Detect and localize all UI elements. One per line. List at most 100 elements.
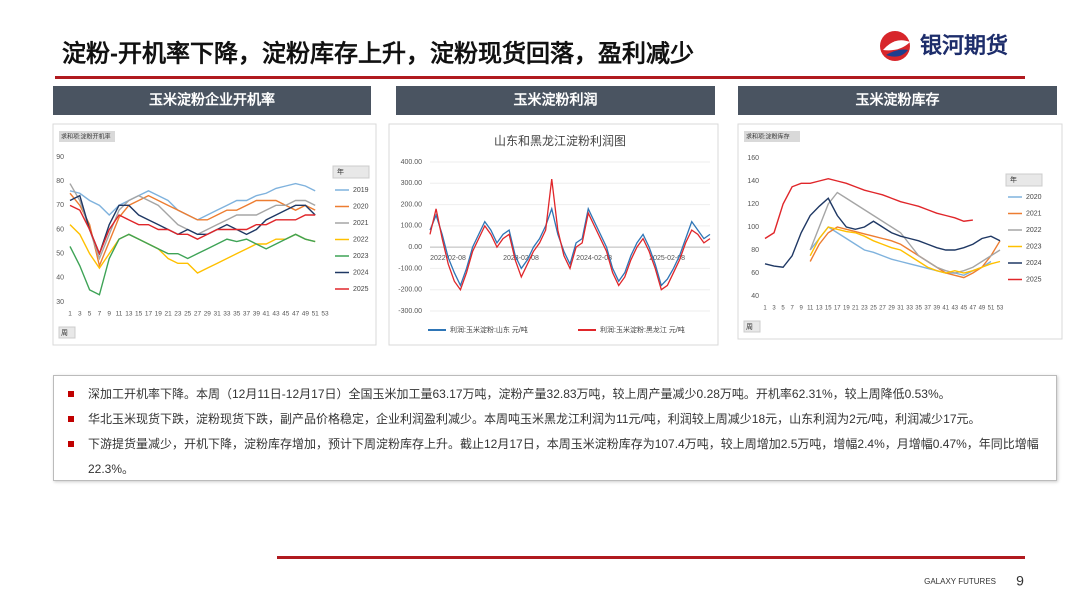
x-tick-label: 47 [292,311,300,318]
x-tick-label: 27 [879,306,886,312]
y-tick-label: -300.00 [398,308,422,315]
panel-header [53,86,371,115]
field-button [59,131,115,142]
series-line [69,192,316,269]
series-line [429,206,711,288]
y-tick-label: -100.00 [398,265,422,272]
x-tick-label: 51 [988,306,995,312]
series-line [69,194,316,256]
x-tick-label: 13 [816,306,823,312]
legend-label: 2021 [353,220,369,227]
y-tick-label: 160 [747,155,759,162]
x-tick-label: 43 [951,306,958,312]
y-tick-label: 70 [56,202,64,209]
x-tick-label: 15 [825,306,832,312]
bullet: 深加工开机率下降。本周（12月11日-12月17日）全国玉米加工量63.17万吨… [60,382,1050,407]
title-rule [55,76,1025,79]
field-label: 求和项:淀粉库存 [746,133,790,141]
x-tick-label: 31 [213,311,221,318]
y-tick-label: 80 [751,247,759,254]
x-tick-label: 2025-02-08 [649,255,685,262]
x-tick-label: 9 [107,311,111,318]
y-tick-label: 120 [747,201,759,208]
logo-text: 银河期货 [920,33,1008,58]
x-tick-label: 19 [843,306,850,312]
field-button [744,131,800,142]
panel-header [396,86,715,115]
x-tick-label: 49 [302,311,310,318]
x-tick-label: 33 [906,306,913,312]
series-line [764,177,973,240]
legend-label: 2024 [1026,260,1042,267]
x-tick-label: 2023-02-08 [503,255,539,262]
x-tick-label: 7 [98,311,102,318]
legend-filter [332,165,370,179]
x-tick-label: 5 [781,306,785,312]
x-tick-label: 35 [915,306,922,312]
y-tick-label: 80 [56,178,64,185]
legend-label: 2024 [353,269,369,276]
axis-filter [743,320,761,333]
legend-label: 利润:玉米淀粉:黑龙江 元/吨 [600,325,685,334]
x-tick-label: 39 [933,306,940,312]
series-line [69,224,316,274]
axis-field: 周 [746,323,753,331]
y-tick-label: 400.00 [401,159,423,166]
legend-label: 2022 [1026,227,1042,234]
x-tick-label: 33 [223,311,231,318]
y-tick-label: 90 [56,154,64,161]
x-tick-label: 11 [116,311,123,318]
legend-filter [1005,173,1043,187]
series-line [69,204,316,256]
chart-frame [388,123,719,346]
bullet: 华北玉米现货下跌，淀粉现货下跌，副产品价格稳定，企业利润盈利减少。本周吨玉米黑龙… [60,407,1050,432]
x-tick-label: 21 [164,311,172,318]
x-tick-label: 47 [970,306,977,312]
x-tick-label: 7 [790,306,794,312]
x-tick-label: 2024-02-08 [576,255,612,262]
x-tick-label: 21 [852,306,859,312]
footer-brand: GALAXY FUTURES [924,577,996,586]
x-tick-label: 51 [312,311,320,318]
y-tick-label: 40 [56,275,64,282]
y-tick-label: 100 [747,224,759,231]
y-tick-label: 60 [751,270,759,277]
panel-title: 玉米淀粉库存 [856,92,940,108]
chart-title: 山东和黑龙江淀粉利润图 [494,134,626,148]
axis-filter [58,326,76,339]
x-tick-label: 37 [243,311,251,318]
y-tick-label: 30 [56,299,64,306]
series-line [69,233,316,296]
legend-label: 2020 [1026,194,1042,201]
y-tick-label: 140 [747,178,759,185]
legend-label: 2025 [353,286,369,293]
y-tick-label: 100.00 [401,223,423,230]
x-tick-label: 39 [253,311,261,318]
x-tick-label: 25 [870,306,877,312]
series-line [809,226,1001,274]
y-tick-label: 40 [751,293,759,300]
notes-box: 深加工开机率下降。本周（12月11日-12月17日）全国玉米加工量63.17万吨… [53,375,1057,481]
x-tick-label: 43 [272,311,280,318]
x-tick-label: 1 [763,306,767,312]
panel-title: 玉米淀粉企业开机率 [149,92,275,108]
chart-frame [737,123,1063,340]
x-tick-label: 53 [997,306,1004,312]
series-line [429,178,711,292]
x-tick-label: 1 [68,311,72,318]
series-line [809,191,1001,274]
axis-field: 周 [61,329,68,337]
x-tick-label: 29 [888,306,895,312]
x-tick-label: 53 [321,311,329,318]
series-line [809,226,992,277]
legend-title: 年 [1010,175,1017,184]
x-tick-label: 23 [861,306,868,312]
x-tick-label: 35 [233,311,241,318]
x-tick-label: 3 [772,306,776,312]
x-tick-label: 17 [834,306,841,312]
x-tick-label: 19 [155,311,163,318]
x-tick-label: 17 [145,311,153,318]
x-tick-label: 11 [807,306,814,312]
y-tick-label: 60 [56,226,64,233]
